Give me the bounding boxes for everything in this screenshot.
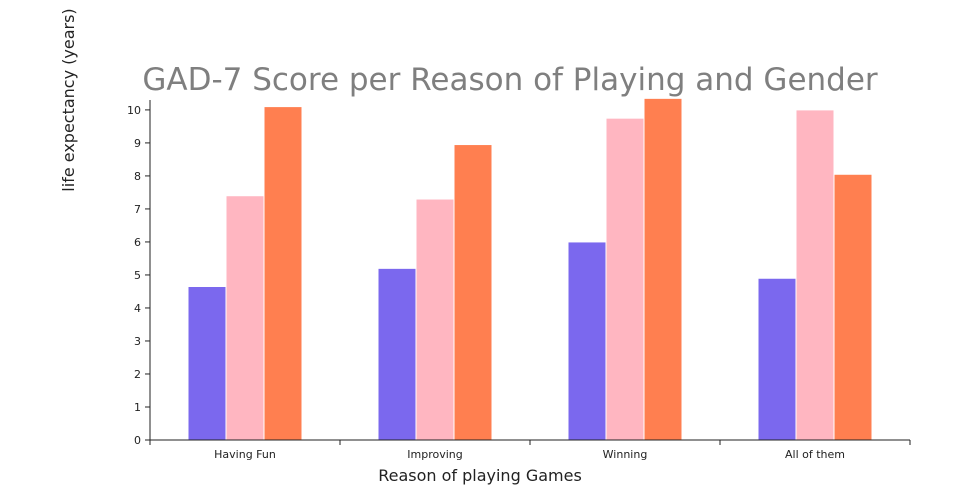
- bar-improving-series-3: [453, 144, 493, 441]
- y-tick-label: 5: [134, 269, 141, 282]
- bar-all-of-them-series-3: [833, 173, 873, 441]
- bar-all-of-them-series-2: [795, 109, 835, 441]
- y-tick-label: 6: [134, 236, 141, 249]
- y-tick-label: 4: [134, 302, 141, 315]
- y-tick-label: 0: [134, 434, 141, 447]
- y-tick-label: 9: [134, 137, 141, 150]
- y-tick-label: 7: [134, 203, 141, 216]
- bar-all-of-them-series-1: [757, 277, 797, 441]
- x-tick-label: All of them: [785, 448, 845, 461]
- y-tick-label: 2: [134, 368, 141, 381]
- y-axis: 0 1 2 3 4 5 6 7 8 9 10: [127, 100, 151, 447]
- y-tick-label: 1: [134, 401, 141, 414]
- bar-having-fun-series-2: [225, 195, 265, 441]
- bars-group: [187, 97, 873, 441]
- x-tick-label: Having Fun: [214, 448, 276, 461]
- bar-improving-series-2: [415, 198, 455, 441]
- chart-title: GAD-7 Score per Reason of Playing and Ge…: [142, 62, 878, 98]
- bar-improving-series-1: [377, 267, 417, 441]
- bar-winning-series-1: [567, 241, 607, 441]
- y-tick-label: 10: [127, 104, 141, 117]
- y-tick-label: 8: [134, 170, 141, 183]
- bar-winning-series-3: [643, 97, 683, 441]
- bar-having-fun-series-3: [263, 106, 303, 441]
- y-tick-label: 3: [134, 335, 141, 348]
- x-axis: Having Fun Improving Winning All of them: [149, 439, 911, 461]
- x-tick-label: Improving: [407, 448, 462, 461]
- x-tick-label: Winning: [603, 448, 648, 461]
- y-axis-title: life expectancy (years): [59, 8, 78, 191]
- bar-winning-series-2: [605, 117, 645, 441]
- bar-having-fun-series-1: [187, 286, 227, 441]
- x-axis-title: Reason of playing Games: [378, 466, 582, 485]
